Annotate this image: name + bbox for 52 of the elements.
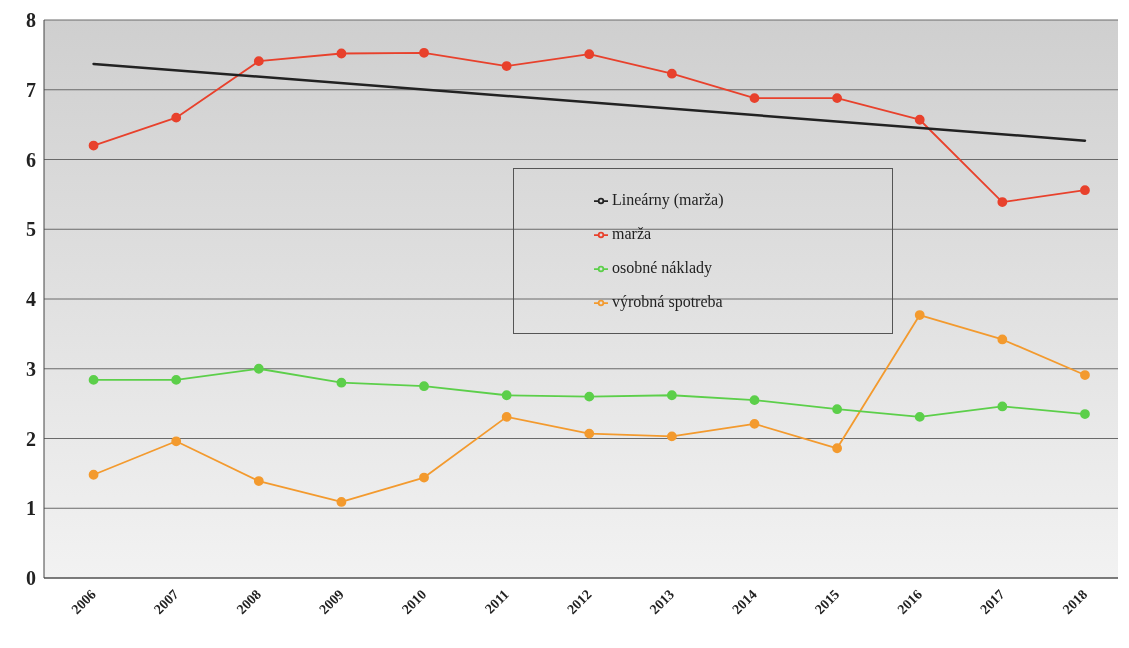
point bbox=[666, 431, 677, 442]
point bbox=[749, 395, 760, 406]
point bbox=[584, 428, 595, 439]
y-tick-label: 2 bbox=[26, 427, 36, 450]
point bbox=[419, 381, 429, 392]
y-tick-label: 7 bbox=[26, 78, 36, 101]
point bbox=[749, 93, 760, 104]
point bbox=[501, 411, 512, 422]
point bbox=[88, 469, 99, 480]
point bbox=[419, 472, 429, 483]
legend-label: marža bbox=[612, 225, 652, 242]
y-tick-label: 3 bbox=[26, 357, 36, 380]
point bbox=[914, 411, 925, 422]
y-tick-label: 4 bbox=[26, 288, 36, 311]
y-tick-label: 6 bbox=[26, 148, 36, 171]
point bbox=[584, 391, 595, 402]
point bbox=[832, 93, 843, 104]
point bbox=[584, 49, 595, 60]
point bbox=[253, 56, 264, 67]
point bbox=[749, 418, 760, 429]
point bbox=[336, 497, 347, 507]
point bbox=[1080, 185, 1090, 196]
point bbox=[997, 334, 1008, 345]
legend-label: výrobná spotreba bbox=[612, 293, 723, 310]
point bbox=[419, 47, 429, 58]
point bbox=[336, 48, 347, 59]
y-tick-label: 8 bbox=[26, 9, 36, 32]
point bbox=[501, 390, 512, 401]
point bbox=[88, 140, 99, 151]
point bbox=[997, 197, 1008, 207]
point bbox=[171, 375, 182, 385]
point bbox=[997, 401, 1008, 412]
point bbox=[336, 377, 347, 388]
point bbox=[1080, 409, 1090, 419]
point bbox=[171, 112, 182, 123]
point bbox=[914, 310, 925, 320]
point bbox=[832, 443, 843, 454]
y-tick-label: 0 bbox=[26, 567, 36, 590]
y-tick-label: 5 bbox=[26, 218, 36, 241]
point bbox=[88, 375, 99, 385]
point bbox=[253, 476, 264, 486]
point bbox=[253, 363, 264, 374]
point bbox=[666, 390, 677, 401]
y-tick-label: 1 bbox=[26, 497, 36, 520]
legend-label: Lineárny (marža) bbox=[612, 191, 724, 208]
point bbox=[501, 61, 512, 71]
point bbox=[914, 114, 925, 125]
legend-label: osobné náklady bbox=[612, 259, 712, 276]
point bbox=[666, 68, 677, 79]
point bbox=[1080, 370, 1090, 380]
point bbox=[171, 436, 182, 447]
point bbox=[832, 404, 843, 415]
